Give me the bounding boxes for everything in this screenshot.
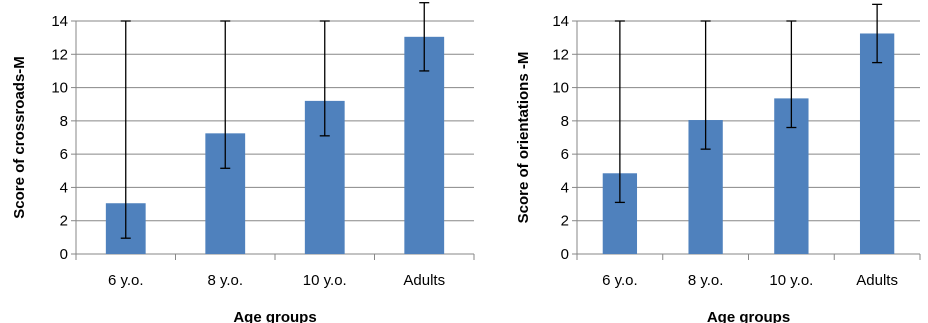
- y-tick-label: 8: [60, 113, 68, 130]
- y-tick-label: 0: [561, 246, 569, 263]
- y-axis-title: Score of crossroads-M: [11, 56, 28, 219]
- x-tick-label: 10 y.o.: [769, 272, 813, 289]
- error-bar: [614, 20, 625, 204]
- chart-1: 0 2 4 6 8 10 12 14 6 y.o. 8 y.o. 10 y.o. Adults Age …: [11, 2, 475, 323]
- error-bar: [319, 20, 330, 137]
- bar-4: [859, 33, 895, 254]
- bar-4: [404, 36, 445, 254]
- y-tick-label: 6: [561, 146, 569, 163]
- error-bar: [120, 20, 131, 239]
- chart-2: 0 2 4 6 8 10 12 14 6 y.o. 8 y.o. 10 y.o. Adults Age …: [515, 3, 921, 323]
- x-axis-title: Age groups: [233, 309, 316, 323]
- x-tick-label: Adults: [403, 272, 445, 289]
- y-tick-label: 2: [561, 213, 569, 230]
- error-bar: [700, 20, 711, 150]
- y-tick-label: 8: [561, 113, 569, 130]
- y-tick-label: 14: [51, 13, 68, 30]
- y-tick-label: 4: [60, 179, 68, 196]
- y-tick-label: 14: [552, 13, 569, 30]
- x-tick-label: Adults: [856, 272, 898, 289]
- error-bar: [220, 20, 231, 169]
- error-bar: [786, 20, 797, 129]
- x-tick-label: 10 y.o.: [303, 272, 347, 289]
- error-bar: [419, 2, 430, 72]
- x-tick-label: 8 y.o.: [207, 272, 243, 289]
- y-tick-label: 10: [552, 80, 569, 97]
- y-tick-label: 6: [60, 146, 68, 163]
- y-tick-label: 0: [60, 246, 68, 263]
- x-axis-title: Age groups: [707, 309, 790, 323]
- x-tick-label: 6 y.o.: [108, 272, 144, 289]
- y-tick-label: 10: [51, 80, 68, 97]
- y-tick-label: 12: [51, 46, 68, 63]
- y-tick-label: 12: [552, 46, 569, 63]
- error-bar: [872, 3, 883, 64]
- y-tick-label: 4: [561, 179, 569, 196]
- x-tick-label: 8 y.o.: [688, 272, 724, 289]
- y-axis-title: Score of orientations -M: [515, 52, 532, 224]
- x-tick-label: 6 y.o.: [602, 272, 638, 289]
- y-tick-label: 2: [60, 213, 68, 230]
